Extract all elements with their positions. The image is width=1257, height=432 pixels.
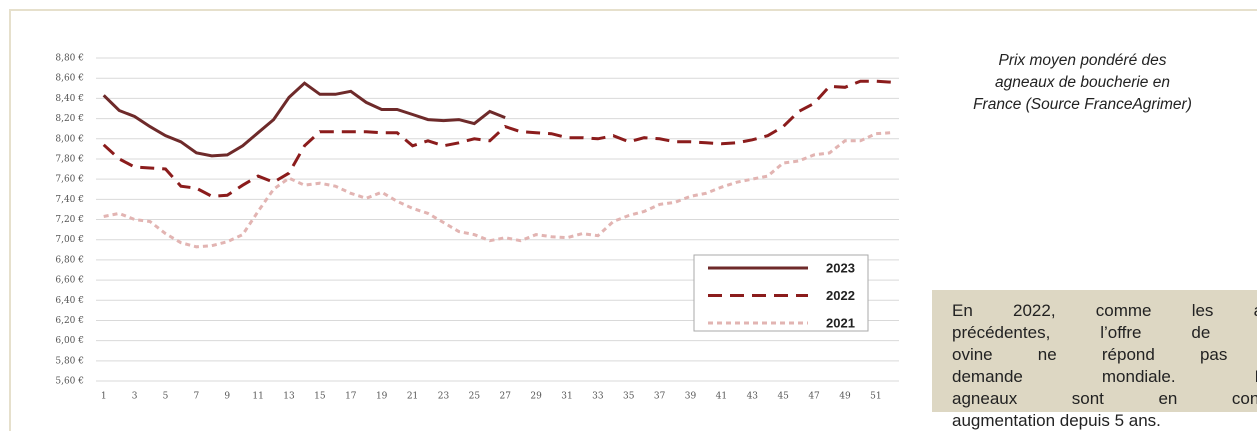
- chart: 5,60 € 5,80 € 6,00 € 6,20 € 6,40 € 6,60 € 6,80…: [55, 54, 899, 402]
- x-tick-label: 17: [345, 392, 357, 402]
- x-tick-label: 45: [777, 392, 789, 402]
- x-tick-label: 5: [163, 392, 169, 402]
- x-tick-label: 33: [592, 392, 604, 402]
- y-tick-label: 8,40 €: [55, 94, 84, 104]
- x-tick-label: 31: [561, 392, 572, 402]
- x-tick-label: 47: [808, 392, 820, 402]
- y-tick-label: 6,60 €: [55, 276, 84, 286]
- legend-label: 2021: [826, 315, 855, 330]
- text-line: ovine ne répond pas à: [952, 345, 1257, 364]
- series-line: [102, 79, 892, 198]
- x-tick-label: 13: [283, 392, 295, 402]
- series-line: [102, 81, 506, 158]
- text-line: agneaux sont en consta: [952, 389, 1257, 408]
- x-tick-label: 35: [623, 392, 635, 402]
- y-tick-label: 7,60 €: [55, 175, 84, 185]
- caption: Prix moyen pondéré des agneaux de boucher…: [920, 50, 1245, 116]
- x-tick-label: 19: [376, 392, 388, 402]
- x-tick-label: 43: [747, 392, 759, 402]
- x-tick-label: 39: [685, 392, 697, 402]
- caption-line: Prix moyen pondéré des: [998, 52, 1167, 69]
- y-tick-label: 6,80 €: [55, 255, 84, 265]
- y-tick-label: 8,60 €: [55, 74, 84, 84]
- x-tick-label: 29: [530, 392, 542, 402]
- y-tick-label: 7,40 €: [55, 195, 84, 205]
- x-tick-label: 41: [716, 392, 727, 402]
- x-tick-label: 11: [252, 392, 263, 402]
- y-tick-label: 5,80 €: [55, 356, 84, 366]
- page: 5,60 € 5,80 € 6,00 € 6,20 € 6,40 € 6,60 € 6,80…: [9, 9, 1257, 431]
- x-tick-label: 21: [407, 392, 418, 402]
- y-tick-label: 8,00 €: [55, 134, 84, 144]
- x-tick-label: 51: [870, 392, 881, 402]
- y-tick-label: 7,20 €: [55, 215, 84, 225]
- y-tick-label: 6,20 €: [55, 316, 84, 326]
- y-tick-label: 6,00 €: [55, 336, 84, 346]
- y-tick-label: 7,00 €: [55, 235, 84, 245]
- legend-label: 2023: [826, 260, 855, 275]
- y-tick-label: 5,60 €: [55, 377, 84, 387]
- x-tick-label: 37: [654, 392, 666, 402]
- y-tick-label: 7,80 €: [55, 154, 84, 164]
- text-line: demande mondiale. Les: [952, 367, 1257, 386]
- series-line: [103, 131, 892, 249]
- y-tick-label: 6,40 €: [55, 296, 84, 306]
- x-tick-label: 1: [101, 392, 107, 402]
- x-tick-label: 9: [224, 392, 230, 402]
- x-tick-label: 49: [839, 392, 851, 402]
- x-tick-label: 7: [194, 392, 200, 402]
- caption-line: France (Source FranceAgrimer): [973, 96, 1192, 113]
- caption-line: agneaux de boucherie en: [995, 74, 1170, 91]
- x-tick-label: 23: [438, 392, 450, 402]
- text-line: En 2022, comme les ann: [952, 301, 1257, 320]
- y-tick-label: 8,80 €: [55, 54, 84, 64]
- x-tick-label: 27: [499, 392, 511, 402]
- x-tick-label: 25: [469, 392, 481, 402]
- text-line: augmentation depuis 5 ans.: [952, 411, 1161, 430]
- x-tick-label: 15: [314, 392, 326, 402]
- y-tick-label: 8,20 €: [55, 114, 84, 124]
- frame: [9, 9, 1257, 431]
- text-box: En 2022, comme les ann précédentes, l’off…: [932, 290, 1257, 430]
- x-tick-label: 3: [132, 392, 138, 402]
- text-line: précédentes, l’offre de via: [952, 323, 1257, 342]
- legend-label: 2022: [826, 288, 855, 303]
